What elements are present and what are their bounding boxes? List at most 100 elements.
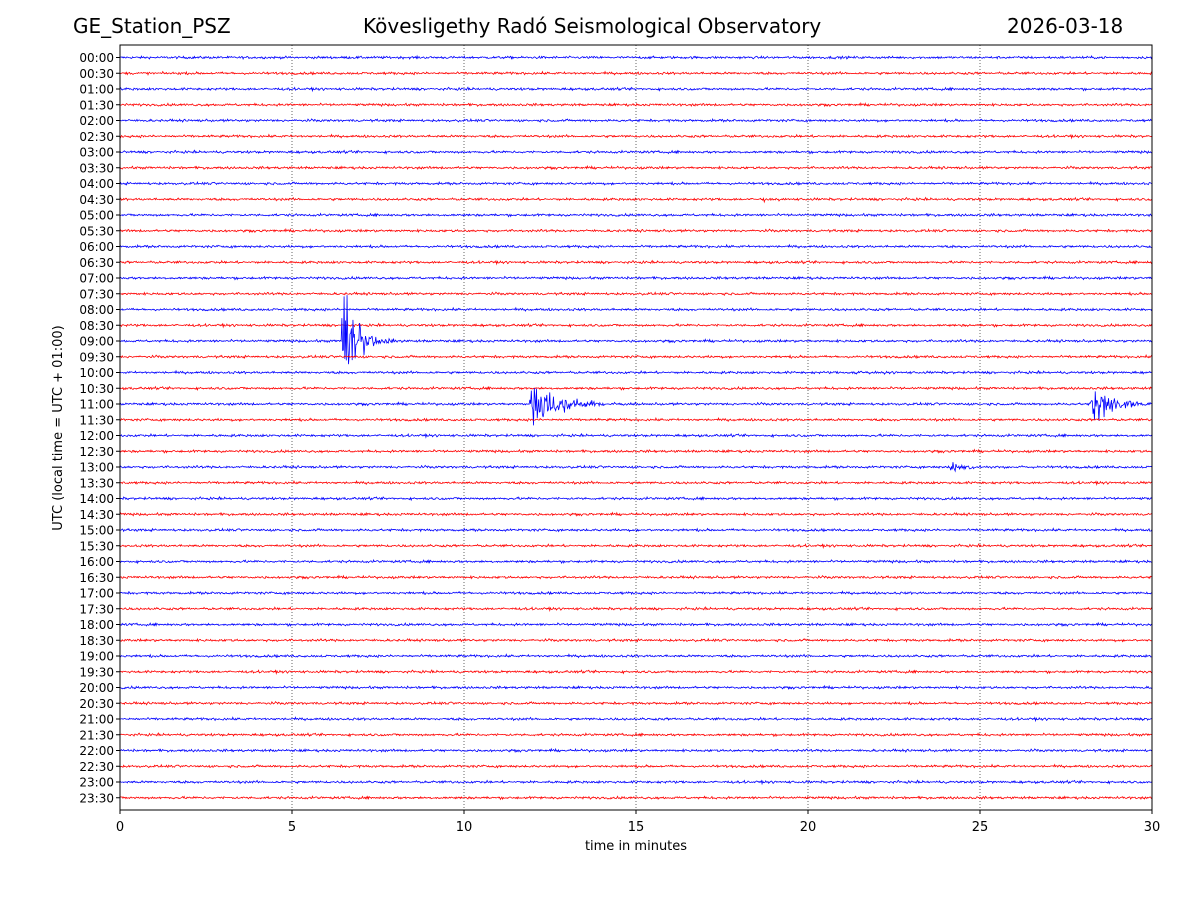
y-tick-label: 02:30: [79, 130, 114, 144]
trace-1600: [119, 559, 1153, 565]
y-tick-label: 04:30: [79, 193, 114, 207]
y-tick-label: 18:00: [79, 618, 114, 632]
y-tick-label: 15:30: [79, 539, 114, 553]
x-tick-label: 20: [800, 820, 817, 835]
trace-1700: [119, 590, 1153, 596]
y-tick-label: 02:00: [79, 114, 114, 128]
trace-0230: [119, 133, 1153, 140]
trace-0500: [119, 212, 1153, 218]
y-tick-label: 23:00: [79, 776, 114, 790]
y-tick-label: 11:00: [79, 398, 114, 412]
trace-1500: [119, 527, 1153, 533]
chart-title: Kövesligethy Radó Seismological Observat…: [363, 14, 822, 38]
y-tick-label: 21:00: [79, 713, 114, 727]
trace-0730: [120, 291, 1153, 297]
trace-1730: [119, 606, 1153, 613]
trace-0200: [119, 117, 1153, 124]
y-tick-label: 07:30: [79, 287, 114, 301]
y-tick-label: 10:30: [79, 382, 114, 396]
y-tick-label: 07:00: [79, 272, 114, 286]
station-name: GE_Station_PSZ: [73, 14, 231, 38]
x-tick-label: 15: [628, 820, 645, 835]
y-tick-label: 19:30: [79, 665, 114, 679]
trace-2300: [119, 779, 1153, 786]
trace-2100: [119, 716, 1153, 723]
y-tick-label: 06:00: [79, 240, 114, 254]
trace-0930: [119, 353, 1153, 360]
trace-0300: [119, 149, 1153, 155]
y-tick-label: 06:30: [79, 256, 114, 270]
trace-1630: [119, 574, 1153, 580]
y-tick-label: 19:00: [79, 650, 114, 664]
trace-1200: [119, 432, 1153, 439]
y-tick-label: 15:00: [79, 524, 114, 538]
y-tick-label: 00:00: [79, 51, 114, 65]
trace-0030: [119, 70, 1153, 76]
y-tick-label: 17:30: [79, 602, 114, 616]
trace-2200: [119, 747, 1153, 754]
trace-0530: [119, 228, 1153, 234]
trace-0400: [119, 180, 1153, 187]
seismic-traces: [119, 54, 1153, 801]
trace-0900: [119, 295, 1153, 365]
trace-2030: [119, 700, 1153, 706]
trace-1430: [119, 511, 1153, 517]
trace-0330: [119, 165, 1153, 171]
x-tick-label: 30: [1144, 820, 1161, 835]
trace-1100: [119, 388, 1153, 426]
trace-1130: [119, 416, 1153, 423]
trace-2130: [119, 732, 1153, 738]
y-tick-label: 05:30: [79, 224, 114, 238]
y-tick-label: 04:00: [79, 177, 114, 191]
chart-date: 2026-03-18: [1007, 14, 1124, 38]
y-tick-label: 12:00: [79, 429, 114, 443]
y-tick-label: 08:30: [79, 319, 114, 333]
trace-1000: [119, 369, 1153, 376]
x-tick-label: 0: [116, 820, 124, 835]
y-tick-label: 20:00: [79, 681, 114, 695]
trace-1030: [119, 385, 1153, 391]
trace-1930: [119, 669, 1153, 676]
y-tick-label: 23:30: [79, 791, 114, 805]
y-tick-label: 08:00: [79, 303, 114, 317]
trace-0000: [119, 54, 1153, 61]
trace-1300: [119, 462, 1153, 473]
y-tick-label: 09:30: [79, 350, 114, 364]
trace-0700: [119, 275, 1153, 281]
y-tick-label: 22:00: [79, 744, 114, 758]
trace-2230: [119, 763, 1153, 769]
y-tick-label: 12:30: [79, 445, 114, 459]
y-tick-label: 18:30: [79, 634, 114, 648]
x-axis-ticks: 0 5 10 15 20 25 30: [116, 810, 1160, 835]
y-tick-label: 14:00: [79, 492, 114, 506]
y-tick-label: 16:30: [79, 571, 114, 585]
x-tick-label: 5: [288, 820, 296, 835]
y-tick-label: 03:00: [79, 146, 114, 160]
y-tick-label: 05:00: [79, 209, 114, 223]
x-axis-label: time in minutes: [585, 839, 687, 854]
y-tick-label: 20:30: [79, 697, 114, 711]
y-tick-label: 13:30: [79, 476, 114, 490]
trace-0800: [119, 306, 1153, 312]
y-tick-label: 21:30: [79, 728, 114, 742]
trace-2000: [119, 684, 1153, 691]
grid-lines: [291, 45, 981, 810]
trace-1230: [119, 448, 1153, 454]
x-tick-label: 25: [972, 820, 989, 835]
y-tick-label: 01:30: [79, 98, 114, 112]
y-tick-label: 00:30: [79, 67, 114, 81]
y-tick-label: 14:30: [79, 508, 114, 522]
trace-1330: [120, 479, 1153, 487]
trace-1900: [119, 653, 1153, 659]
x-tick-label: 10: [456, 820, 473, 835]
trace-1800: [119, 621, 1153, 628]
trace-0100: [119, 86, 1153, 93]
y-tick-label: 16:00: [79, 555, 114, 569]
y-tick-label: 01:00: [79, 83, 114, 97]
y-tick-label: 11:30: [79, 413, 114, 427]
trace-1830: [119, 637, 1153, 643]
y-axis-label: UTC (local time = UTC + 01:00): [51, 325, 66, 530]
trace-1400: [119, 495, 1153, 502]
